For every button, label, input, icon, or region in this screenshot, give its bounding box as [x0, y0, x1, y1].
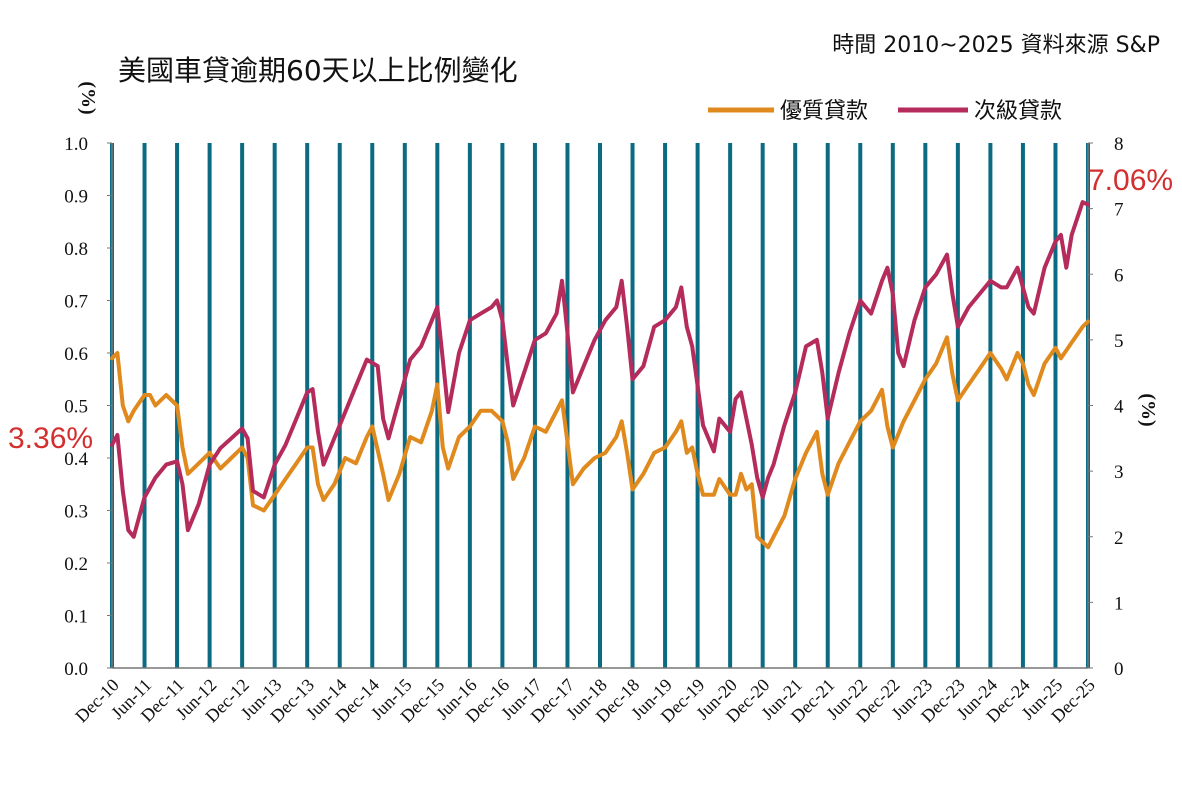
right-axis-ticks: 0 1 2 3 4 5 6 7 8: [1088, 134, 1124, 680]
left-tick-label: 0.0: [64, 659, 88, 680]
right-tick-label: 5: [1114, 331, 1124, 352]
left-tick-label: 0.4: [64, 449, 88, 470]
left-tick-label: 0.3: [64, 502, 88, 523]
right-tick-label: 4: [1114, 397, 1124, 418]
legend-label-subprime: 次級貸款: [974, 99, 1062, 124]
left-tick-label: 1.0: [64, 134, 88, 155]
series-lines: [110, 200, 1090, 550]
left-tick-label: 0.7: [64, 292, 88, 313]
right-tick-label: 6: [1114, 265, 1124, 286]
left-axis-unit: (%): [77, 81, 99, 114]
left-tick-label: 0.5: [64, 397, 88, 418]
right-tick-label: 3: [1114, 462, 1124, 483]
legend: 優質貸款 次級貸款: [708, 99, 1062, 124]
left-tick-label: 0.6: [64, 344, 88, 365]
x-axis-ticks: Dec-10Jun-11Dec-11Jun-12Dec-12Jun-13Dec-…: [71, 675, 1099, 727]
left-tick-label: 0.2: [64, 554, 88, 575]
series-line-prime: [110, 319, 1090, 550]
right-tick-label: 0: [1114, 659, 1124, 680]
end-value-label: 7.06%: [1088, 164, 1173, 197]
vertical-gridlines: [110, 143, 1090, 668]
start-value-label: 3.36%: [8, 422, 93, 455]
right-tick-label: 8: [1114, 134, 1124, 155]
chart-title: 美國車貸逾期60天以上比例變化: [118, 54, 518, 87]
series-line-subprime: [110, 200, 1090, 539]
legend-label-prime: 優質貸款: [780, 99, 868, 124]
right-tick-label: 7: [1114, 200, 1124, 221]
right-tick-label: 1: [1114, 593, 1124, 614]
left-axis-ticks: 0.0 0.1 0.2 0.3 0.4 0.5 0.6 0.7 0.8 0.9 1.0: [64, 134, 112, 680]
right-tick-label: 2: [1114, 528, 1124, 549]
left-tick-label: 0.9: [64, 187, 88, 208]
chart-source: 時間 2010~2025 資料來源 S&P: [832, 33, 1160, 58]
left-tick-label: 0.8: [64, 239, 88, 260]
left-tick-label: 0.1: [64, 607, 88, 628]
right-axis-unit: (%): [1137, 393, 1159, 426]
